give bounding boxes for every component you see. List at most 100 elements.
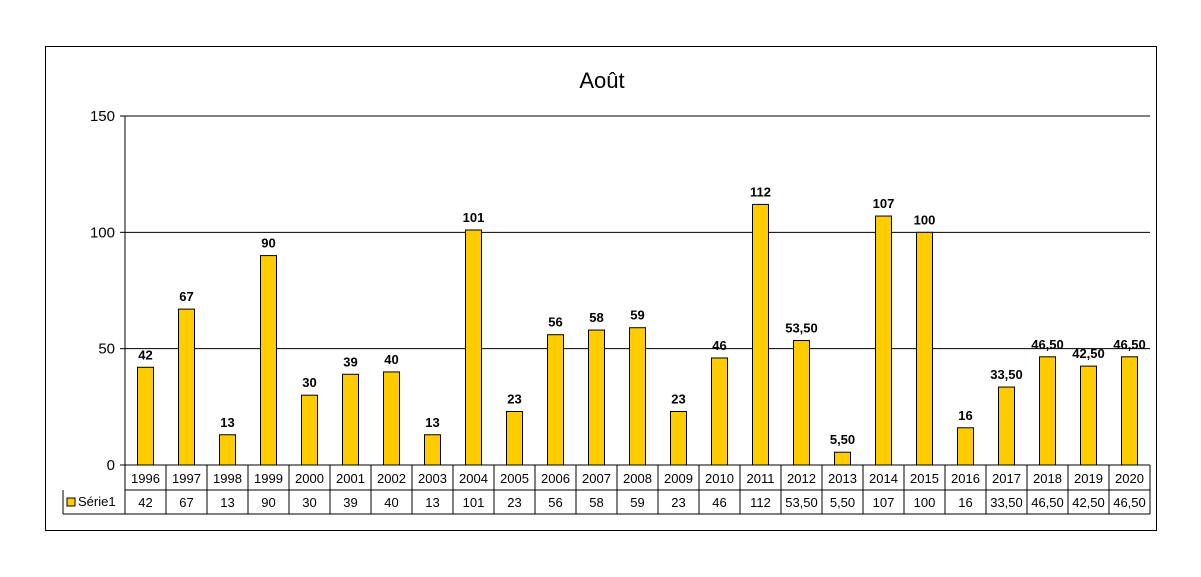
x-tick-label: 2018 bbox=[1033, 471, 1062, 486]
table-cell: 90 bbox=[261, 495, 275, 510]
bar bbox=[219, 434, 236, 466]
data-label: 23 bbox=[671, 391, 685, 406]
bar bbox=[588, 329, 605, 466]
chart-title: Août bbox=[579, 68, 624, 93]
bar bbox=[1080, 365, 1097, 466]
data-label: 39 bbox=[343, 354, 357, 369]
x-tick-label: 2017 bbox=[992, 471, 1021, 486]
data-label: 42 bbox=[138, 347, 152, 362]
x-tick-label: 2016 bbox=[951, 471, 980, 486]
bar-series bbox=[137, 203, 1138, 466]
y-tick-label: 100 bbox=[90, 224, 115, 241]
x-tick-label: 2005 bbox=[500, 471, 529, 486]
x-tick-label: 1997 bbox=[172, 471, 201, 486]
bar bbox=[547, 334, 564, 466]
bar bbox=[752, 203, 769, 466]
data-labels: 42 67 13 90 30 39 40 13 101 23 56 58 59 23 46 112 53,50 5… bbox=[138, 184, 1146, 447]
x-tick-label: 2003 bbox=[418, 471, 447, 486]
table-cell: 59 bbox=[630, 495, 644, 510]
y-tick-label: 50 bbox=[98, 341, 115, 358]
bar bbox=[506, 410, 523, 466]
bar bbox=[793, 340, 810, 466]
data-label: 59 bbox=[630, 308, 644, 323]
table-cell: 30 bbox=[302, 495, 316, 510]
bar bbox=[629, 327, 646, 466]
bar bbox=[260, 255, 277, 466]
x-tick-label: 1999 bbox=[254, 471, 283, 486]
table-cell: 101 bbox=[463, 495, 485, 510]
data-label: 101 bbox=[463, 210, 485, 225]
bar bbox=[875, 215, 892, 466]
table-cell: 46 bbox=[712, 495, 726, 510]
x-tick-label: 2019 bbox=[1074, 471, 1103, 486]
data-label: 33,50 bbox=[990, 367, 1023, 382]
x-tick-label: 2012 bbox=[787, 471, 816, 486]
data-label: 100 bbox=[914, 212, 936, 227]
data-label: 23 bbox=[507, 391, 521, 406]
table-cell: 46,50 bbox=[1113, 495, 1146, 510]
table-cell: 23 bbox=[507, 495, 521, 510]
x-tick-label: 2015 bbox=[910, 471, 939, 486]
x-tick-label: 2009 bbox=[664, 471, 693, 486]
table-cell: 67 bbox=[179, 495, 193, 510]
table-cell: 107 bbox=[873, 495, 895, 510]
y-tick-label: 150 bbox=[90, 108, 115, 125]
data-label: 46,50 bbox=[1113, 337, 1146, 352]
bar bbox=[342, 373, 359, 466]
table-cell: 56 bbox=[548, 495, 562, 510]
bar bbox=[424, 434, 441, 466]
bar bbox=[916, 231, 933, 466]
data-label: 13 bbox=[220, 415, 234, 430]
x-tick-label: 2002 bbox=[377, 471, 406, 486]
table-cell: 40 bbox=[384, 495, 398, 510]
x-tick-label: 1996 bbox=[131, 471, 160, 486]
x-tick-label: 2001 bbox=[336, 471, 365, 486]
x-tick-label: 2010 bbox=[705, 471, 734, 486]
table-cell: 46,50 bbox=[1031, 495, 1064, 510]
table-cell: 42,50 bbox=[1072, 495, 1105, 510]
table-cell: 100 bbox=[914, 495, 936, 510]
x-tick-label: 2020 bbox=[1115, 471, 1144, 486]
table-cell: 112 bbox=[750, 495, 771, 510]
data-label: 13 bbox=[425, 415, 439, 430]
data-label: 53,50 bbox=[785, 321, 818, 336]
bar bbox=[465, 229, 482, 466]
data-label: 42,50 bbox=[1072, 346, 1105, 361]
table-cell: 13 bbox=[425, 495, 439, 510]
data-label: 90 bbox=[261, 236, 275, 251]
x-tick-label: 1998 bbox=[213, 471, 242, 486]
data-label: 67 bbox=[179, 289, 193, 304]
table-cell: 39 bbox=[343, 495, 357, 510]
data-label: 56 bbox=[548, 315, 562, 330]
x-tick-label: 2007 bbox=[582, 471, 611, 486]
data-label: 5,50 bbox=[830, 432, 855, 447]
data-label: 46 bbox=[712, 338, 726, 353]
x-tick-label: 2011 bbox=[747, 471, 775, 486]
x-tick-label: 2014 bbox=[869, 471, 898, 486]
data-label: 107 bbox=[873, 196, 895, 211]
y-tick-label: 0 bbox=[107, 457, 115, 474]
data-label: 40 bbox=[384, 352, 398, 367]
bar bbox=[998, 386, 1015, 466]
x-tick-label: 2006 bbox=[541, 471, 570, 486]
table-cell: 33,50 bbox=[990, 495, 1023, 510]
bar bbox=[301, 394, 318, 466]
data-label: 112 bbox=[750, 184, 771, 199]
bar bbox=[670, 410, 687, 466]
legend-label: Série1 bbox=[78, 494, 116, 509]
x-tick-label: 2004 bbox=[459, 471, 488, 486]
table-cell: 13 bbox=[220, 495, 234, 510]
table-cell: 53,50 bbox=[785, 495, 818, 510]
bar-chart: Août 0 50 100 150 42 67 13 90 30 39 40 13 101 23 56 58… bbox=[62, 68, 1151, 515]
bar bbox=[383, 371, 400, 466]
x-tick-label: 2013 bbox=[828, 471, 857, 486]
chart-area: Août 0 50 100 150 42 67 13 90 30 39 40 13 101 23 56 58… bbox=[45, 46, 1157, 531]
x-tick-label: 2000 bbox=[295, 471, 324, 486]
data-table: 1996 42 1997 67 1998 13 1999 90 2000 30 2001 39 2002… bbox=[62, 464, 1151, 515]
y-axis: 0 50 100 150 bbox=[90, 108, 126, 474]
bar bbox=[178, 308, 195, 466]
table-cell: 58 bbox=[589, 495, 603, 510]
bar bbox=[834, 451, 851, 466]
bar bbox=[137, 366, 154, 466]
table-cell: 42 bbox=[138, 495, 152, 510]
